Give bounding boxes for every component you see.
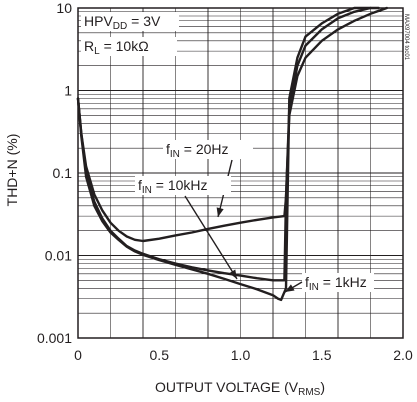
grid <box>78 8 403 338</box>
annotation-20hz: fIN = 20Hz <box>166 141 229 160</box>
annotation-10khz-bg <box>135 176 231 195</box>
y-tick-label: 10 <box>56 0 72 16</box>
series-line-2 <box>76 6 380 282</box>
y-tick-label: 0.01 <box>45 248 72 264</box>
condition-rl: RL = 10kΩ <box>84 38 149 57</box>
y-tick-label: 0.1 <box>53 165 73 181</box>
y-axis-label: THD+N (%) <box>4 134 20 207</box>
plot-frame <box>77 7 404 339</box>
series-lines <box>76 6 388 302</box>
annotation-1khz: fIN = 1kHz <box>305 274 367 293</box>
chart-code: MAX97004 toc01 <box>403 14 409 61</box>
annotation-10khz: fIN = 10kHz <box>138 177 208 196</box>
series-line-3 <box>76 6 372 302</box>
arrow-20hz-head <box>216 207 224 217</box>
annotations: HPVDD = 3V RL = 10kΩ fIN = 20Hz fIN = 10kHz… <box>81 12 374 293</box>
x-tick-label: 0 <box>74 347 82 363</box>
x-tick-label: 1.5 <box>312 347 332 363</box>
arrow-10khz <box>184 195 238 280</box>
x-tick-label: 0.5 <box>150 347 170 363</box>
y-tick-label: 0.001 <box>37 330 72 346</box>
series-line-1 <box>76 6 388 243</box>
y-tick-label: 1 <box>64 83 72 99</box>
x-tick-label: 2.0 <box>393 347 413 363</box>
x-axis-label: OUTPUT VOLTAGE (VRMS) <box>155 379 325 398</box>
annotation-20hz-bg <box>163 140 253 159</box>
condition-rl-bg <box>81 37 177 56</box>
tick-labels: 0 0.5 1.0 1.5 2.0 0.001 0.01 0.1 1 10 <box>37 0 413 363</box>
annotation-1khz-bg <box>302 273 374 292</box>
x-tick-label: 1.0 <box>231 347 251 363</box>
condition-hpvdd: HPVDD = 3V <box>84 13 161 32</box>
arrow-1khz-head <box>285 284 295 292</box>
arrow-10khz-head <box>229 269 237 279</box>
condition-hpvdd-bg <box>81 12 179 31</box>
